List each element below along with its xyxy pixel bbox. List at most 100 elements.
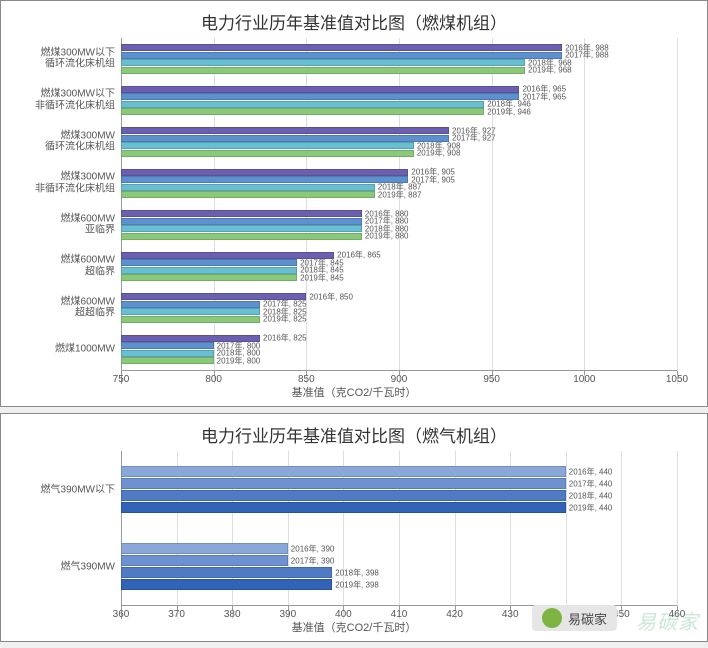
plot-area: 燃煤300MW以下 循环流化床机组2016年, 9882017年, 988201… [121,38,677,384]
category-group: 燃煤1000MW2016年, 8252017年, 8002018年, 80020… [121,329,677,371]
bar-row: 2019年, 825 [121,316,677,323]
source-name: 易碳家 [568,609,607,628]
x-tick-label: 410 [391,609,408,620]
bar-row: 2019年, 946 [121,108,677,115]
x-tick-label: 390 [279,609,296,620]
bar-row: 2016年, 927 [121,127,677,134]
x-tick-label: 360 [113,609,130,620]
x-tick-label: 1050 [666,374,688,385]
bar-row: 2016年, 390 [121,543,677,554]
bar [121,108,484,115]
bar [121,301,260,308]
x-tick-label: 800 [205,374,222,385]
bar-value-label: 2018年, 398 [332,567,379,578]
plot-area: 燃气390MW以下2016年, 4402017年, 4402018年, 4402… [121,451,677,619]
chart-title: 电力行业历年基准值对比图（燃煤机组） [1,1,707,38]
bar-value-label: 2017年, 440 [566,478,613,489]
category-label: 燃煤600MW 超超临界 [6,296,121,319]
bar-value-label: 2019年, 440 [566,502,613,513]
x-axis-ticks: 75080085090095010001050 [121,370,677,384]
bar-row: 2017年, 965 [121,93,677,100]
category-label: 燃煤600MW 亚临界 [6,213,121,236]
bar-row: 2018年, 908 [121,142,677,149]
bar [121,191,375,198]
category-group: 燃煤300MW以下 非循环流化床机组2016年, 9652017年, 96520… [121,80,677,122]
source-bubble: 易碳家 [532,605,617,631]
category-label: 燃煤300MW以下 非循环流化床机组 [6,89,121,112]
bar [121,127,449,134]
bar-value-label: 2018年, 440 [566,490,613,501]
x-tick-label: 400 [335,609,352,620]
grid-line [677,451,678,619]
bar-row: 2019年, 887 [121,191,677,198]
bar-row: 2019年, 800 [121,357,677,364]
bar-row: 2016年, 865 [121,252,677,259]
bar [121,142,414,149]
bar-row: 2016年, 965 [121,86,677,93]
category-group: 燃煤300MW 循环流化床机组2016年, 9272017年, 9272018年… [121,121,677,163]
bar [121,225,362,232]
bar [121,169,408,176]
bar [121,357,214,364]
bar [121,150,414,157]
bar-row: 2019年, 440 [121,502,677,513]
bar [121,466,566,477]
bar-row: 2016年, 905 [121,169,677,176]
bar [121,184,375,191]
x-tick-label: 950 [483,374,500,385]
chart-gas: 电力行业历年基准值对比图（燃气机组）燃气390MW以下2016年, 440201… [0,413,708,642]
x-tick-label: 900 [391,374,408,385]
bar-row: 2019年, 845 [121,274,677,281]
bar [121,316,260,323]
bar-row: 2017年, 800 [121,342,677,349]
x-tick-label: 850 [298,374,315,385]
bar-row: 2017年, 825 [121,301,677,308]
bar-value-label: 2019年, 800 [214,355,261,366]
category-label: 燃煤1000MW [6,344,121,356]
bar-value-label: 2019年, 887 [375,189,422,200]
bar [121,210,362,217]
bar-row: 2018年, 968 [121,59,677,66]
bar-value-label: 2019年, 398 [332,579,379,590]
category-group: 燃煤600MW 超临界2016年, 8652017年, 8452018年, 84… [121,246,677,288]
x-tick-label: 380 [224,609,241,620]
bar-row: 2016年, 440 [121,466,677,477]
bar [121,267,297,274]
category-label: 燃气390MW以下 [6,484,121,496]
bar [121,233,362,240]
bar-row: 2017年, 988 [121,52,677,59]
bar-value-label: 2019年, 825 [260,314,307,325]
bar-row: 2017年, 440 [121,478,677,489]
bar-row: 2019年, 398 [121,579,677,590]
bar [121,502,566,513]
grid-line [677,38,678,384]
bar [121,218,362,225]
bar-row: 2017年, 845 [121,259,677,266]
bar [121,579,332,590]
bar-row: 2017年, 390 [121,555,677,566]
bar-row: 2018年, 946 [121,101,677,108]
bar [121,274,297,281]
bar [121,52,562,59]
bar [121,86,519,93]
bar [121,308,260,315]
x-tick-label: 1000 [573,374,595,385]
bar [121,176,408,183]
bar [121,567,332,578]
bar [121,101,484,108]
bar-row: 2018年, 440 [121,490,677,501]
bar-row: 2018年, 800 [121,350,677,357]
x-tick-label: 430 [502,609,519,620]
bar [121,44,562,51]
bar-value-label: 2017年, 390 [288,555,335,566]
bar [121,342,214,349]
bar-row: 2018年, 825 [121,308,677,315]
chart-coal: 电力行业历年基准值对比图（燃煤机组）燃煤300MW以下 循环流化床机组2016年… [0,0,708,407]
category-group: 燃气390MW2016年, 3902017年, 3902018年, 398201… [121,528,677,605]
bar [121,259,297,266]
bar-row: 2019年, 908 [121,150,677,157]
bar [121,59,525,66]
category-group: 燃煤600MW 超超临界2016年, 8502017年, 8252018年, 8… [121,287,677,329]
bar-row: 2018年, 398 [121,567,677,578]
bar [121,490,566,501]
